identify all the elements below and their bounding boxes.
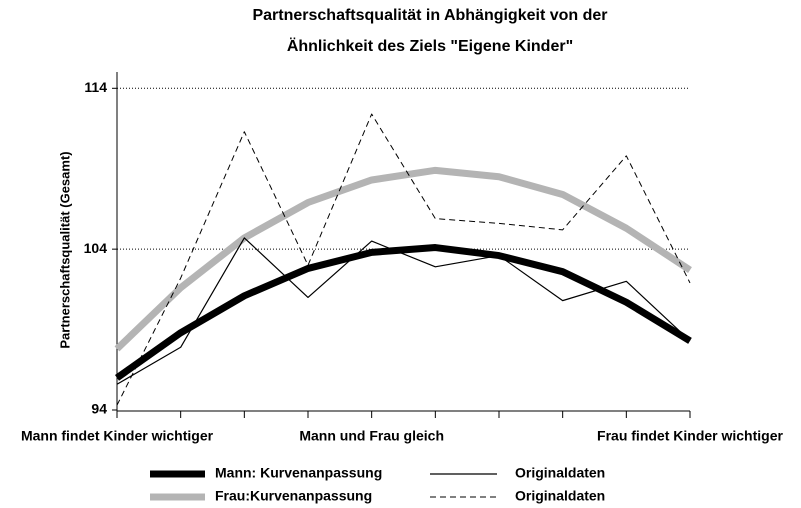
legend-label: Originaldaten <box>515 488 605 504</box>
y-tick-label: 94 <box>91 401 107 417</box>
legend-label: Frau:Kurvenanpassung <box>215 488 372 504</box>
y-tick-label: 114 <box>84 79 107 95</box>
y-tick-label: 104 <box>84 240 108 256</box>
series-line <box>116 113 691 406</box>
chart-title: Partnerschaftsqualität in Abhängigkeit v… <box>252 7 607 24</box>
chart-title: Ähnlichkeit des Ziels "Eigene Kinder" <box>287 37 573 55</box>
y-axis-label: Partnerschaftsqualität (Gesamt) <box>57 151 72 348</box>
x-tick-label: Mann findet Kinder wichtiger <box>21 428 214 444</box>
x-tick-label: Mann und Frau gleich <box>299 428 444 444</box>
x-tick-label: Frau findet Kinder wichtiger <box>597 428 783 444</box>
series-line <box>114 244 692 381</box>
legend-label: Mann: Kurvenanpassung <box>215 465 382 481</box>
legend-label: Originaldaten <box>515 465 605 481</box>
series-line <box>114 166 692 352</box>
series-line <box>116 237 691 385</box>
